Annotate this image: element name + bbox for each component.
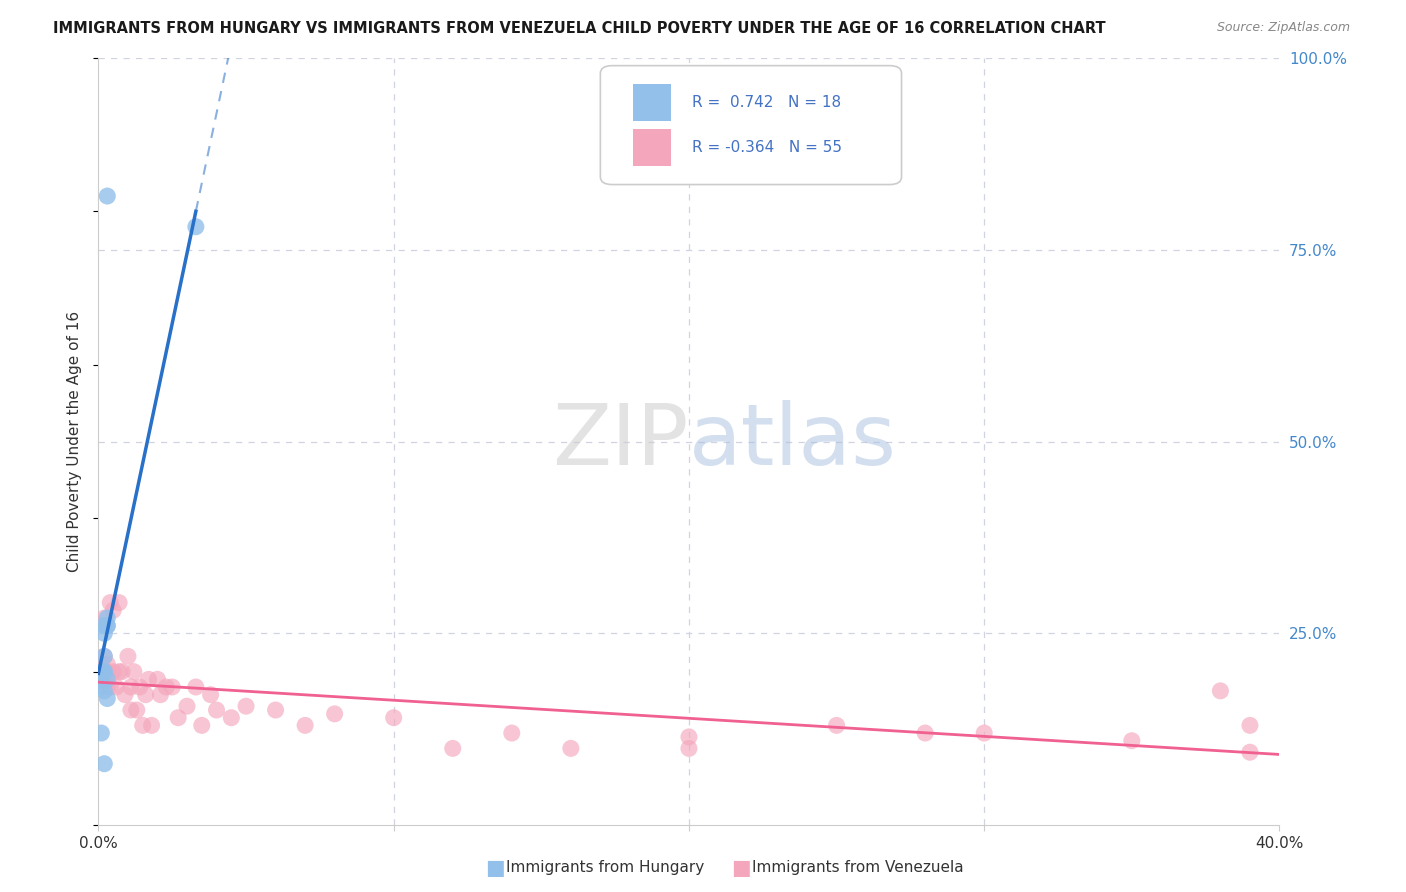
Point <box>914 726 936 740</box>
Point <box>973 726 995 740</box>
Point <box>162 680 183 694</box>
Text: R =  0.742   N = 18: R = 0.742 N = 18 <box>693 95 842 110</box>
Point <box>93 611 115 625</box>
Point <box>103 603 125 617</box>
Point <box>93 665 115 679</box>
Point <box>294 718 316 732</box>
Point <box>105 680 128 694</box>
Point <box>155 680 177 694</box>
Text: IMMIGRANTS FROM HUNGARY VS IMMIGRANTS FROM VENEZUELA CHILD POVERTY UNDER THE AGE: IMMIGRANTS FROM HUNGARY VS IMMIGRANTS FR… <box>53 21 1107 37</box>
FancyBboxPatch shape <box>634 84 671 120</box>
Point <box>678 741 700 756</box>
Point <box>200 688 222 702</box>
Point <box>90 726 112 740</box>
Point <box>149 688 172 702</box>
Text: R = -0.364   N = 55: R = -0.364 N = 55 <box>693 140 842 155</box>
Point <box>93 649 115 664</box>
Point <box>108 596 131 610</box>
Point <box>96 611 118 625</box>
Point <box>120 703 142 717</box>
Text: Source: ZipAtlas.com: Source: ZipAtlas.com <box>1216 21 1350 35</box>
Point <box>93 649 115 664</box>
FancyBboxPatch shape <box>600 66 901 185</box>
Point <box>96 691 118 706</box>
Point <box>96 680 118 694</box>
Point <box>1239 718 1261 732</box>
Point <box>441 741 464 756</box>
Point <box>382 711 405 725</box>
Point <box>135 688 157 702</box>
Point <box>235 699 257 714</box>
Point <box>90 673 112 687</box>
Point <box>96 618 118 632</box>
Point <box>93 618 115 632</box>
Point <box>176 699 198 714</box>
Point <box>501 726 523 740</box>
Point <box>114 688 136 702</box>
Point <box>117 649 139 664</box>
Point <box>323 706 346 721</box>
Point <box>111 665 134 679</box>
Point <box>184 680 207 694</box>
Point <box>146 673 169 687</box>
Point <box>264 703 287 717</box>
Text: Immigrants from Venezuela: Immigrants from Venezuela <box>752 861 965 875</box>
Point <box>90 680 112 694</box>
Point <box>90 657 112 671</box>
Point <box>98 596 121 610</box>
Point <box>122 665 145 679</box>
Point <box>96 618 118 632</box>
Point <box>103 665 125 679</box>
Point <box>205 703 228 717</box>
Point <box>96 189 118 203</box>
Point <box>96 665 118 679</box>
Point <box>138 673 160 687</box>
Text: ■: ■ <box>731 858 751 878</box>
Point <box>125 703 148 717</box>
Text: ■: ■ <box>485 858 505 878</box>
Point <box>98 680 121 694</box>
Point <box>120 680 142 694</box>
Point <box>96 657 118 671</box>
Point <box>132 718 155 732</box>
Point <box>108 665 131 679</box>
Point <box>93 673 115 687</box>
Point <box>167 711 190 725</box>
Point <box>825 718 848 732</box>
Point <box>1209 684 1232 698</box>
Point <box>678 730 700 744</box>
Point <box>93 626 115 640</box>
Point <box>96 673 118 687</box>
Text: atlas: atlas <box>689 400 897 483</box>
Text: ZIP: ZIP <box>553 400 689 483</box>
Y-axis label: Child Poverty Under the Age of 16: Child Poverty Under the Age of 16 <box>67 311 83 572</box>
Point <box>1239 745 1261 759</box>
Point <box>93 684 115 698</box>
Point <box>560 741 582 756</box>
Point <box>221 711 243 725</box>
Point <box>93 665 115 679</box>
Point <box>184 219 207 234</box>
Point <box>90 665 112 679</box>
Point <box>191 718 214 732</box>
Point <box>93 756 115 771</box>
FancyBboxPatch shape <box>634 129 671 166</box>
Point <box>128 680 150 694</box>
Point <box>1121 733 1143 747</box>
Point <box>90 665 112 679</box>
Text: Immigrants from Hungary: Immigrants from Hungary <box>506 861 704 875</box>
Point <box>141 718 163 732</box>
